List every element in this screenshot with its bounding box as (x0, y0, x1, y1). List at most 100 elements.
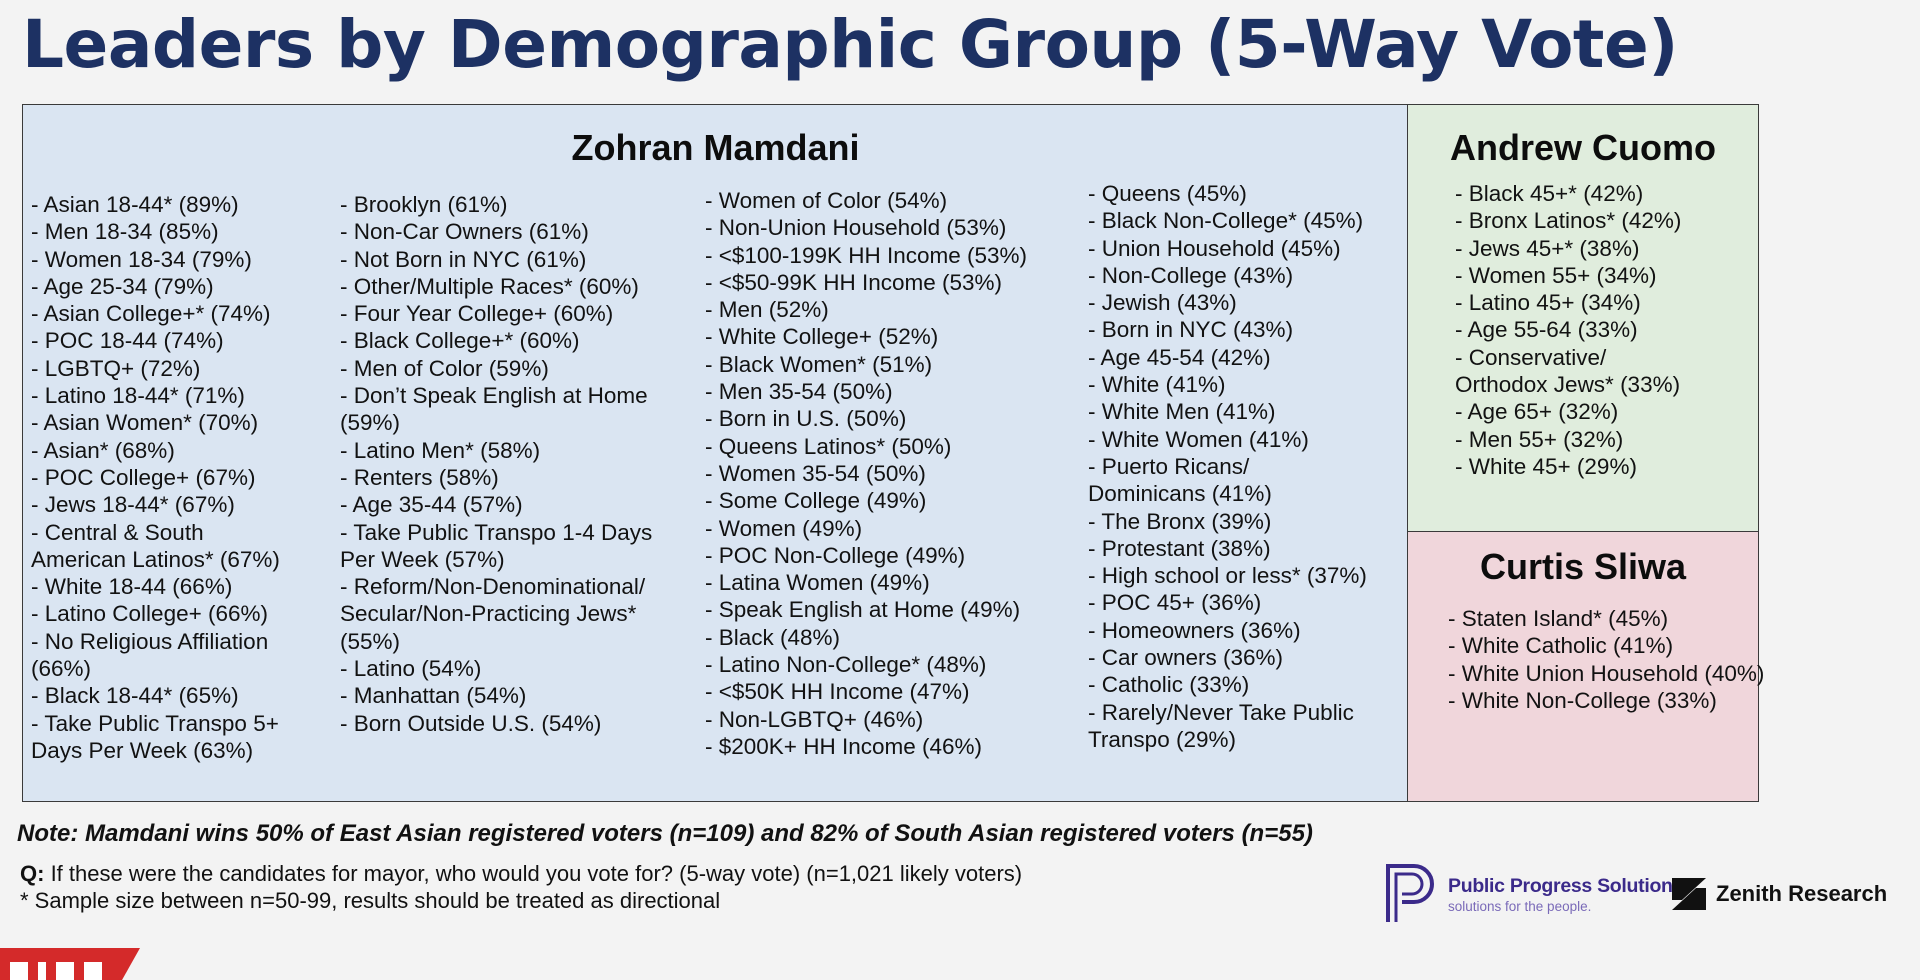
page-title: Leaders by Demographic Group (5-Way Vote… (22, 6, 1678, 83)
demographic-item: - <$100-199K HH Income (53%) (705, 242, 1028, 268)
demographic-item: - Rarely/Never Take Public Transpo (29%) (1088, 699, 1354, 752)
demographic-item: - White 18-44 (66%) (31, 574, 233, 600)
demographic-item: - Black Non-College* (45%) (1088, 208, 1364, 234)
question-text: Q: If these were the candidates for mayo… (20, 860, 1022, 888)
pps-tagline: solutions for the people. (1448, 898, 1592, 914)
demographic-item: - Non-College (43%) (1088, 262, 1294, 288)
demographic-item: - Black 18-44* (65%) (31, 683, 239, 709)
demographic-item: - Jews 18-44* (67%) (31, 492, 235, 518)
demographic-item: - Men 18-34 (85%) (31, 219, 219, 245)
demographic-item: - LGBTQ+ (72%) (31, 355, 201, 381)
demographic-item: - Black 45+* (42%) (1455, 181, 1644, 206)
demographic-item: - Asian College+* (74%) (31, 301, 271, 327)
demographic-item: - Women of Color (54%) (705, 188, 948, 213)
demographic-item: - Asian* (68%) (31, 437, 175, 463)
demographic-item: - Queens Latinos* (50%) (705, 433, 952, 459)
demographic-item: - Women 55+ (34%) (1455, 262, 1657, 288)
demographic-item: - POC 18-44 (74%) (31, 328, 224, 354)
demographic-item: - Age 35-44 (57%) (340, 492, 523, 518)
demographic-item: - Other/Multiple Races* (60%) (340, 273, 639, 299)
demographic-item: - White (41%) (1088, 372, 1226, 398)
demographic-item: - Women (49%) (705, 515, 863, 541)
demographic-item: - Queens (45%) (1088, 181, 1247, 206)
sliwa-panel: Curtis Sliwa - Staten Island* (45%) - Whi… (1407, 531, 1764, 802)
question-body: If these were the candidates for mayor, … (44, 861, 1023, 886)
demographic-item: - POC College+ (67%) (31, 464, 256, 490)
demographic-item: - Catholic (33%) (1088, 672, 1250, 698)
demographic-item: - Men of Color (59%) (340, 355, 549, 381)
mamdani-column-2: - Brooklyn (61%) - Non-Car Owners (61%) - … (340, 191, 652, 737)
demographic-item: - Jews 45+* (38%) (1455, 235, 1640, 261)
demographic-item: - Latino Non-College* (48%) (705, 652, 987, 678)
question-label: Q: (20, 861, 45, 886)
demographic-item: - Age 65+ (32%) (1455, 399, 1619, 425)
pps-name: Public Progress Solutions (1448, 874, 1684, 897)
note-text: Note: Mamdani wins 50% of East Asian reg… (17, 820, 1313, 847)
demographic-item: - Homeowners (36%) (1088, 617, 1301, 643)
cuomo-heading: Andrew Cuomo (1450, 127, 1716, 168)
demographic-item: - Latino College+ (66%) (31, 601, 269, 627)
demographic-item: - Black College+* (60%) (340, 328, 580, 354)
demographic-item: - Puerto Ricans/Dominicans (41%) (1088, 453, 1272, 507)
sliwa-list: - Staten Island* (45%) - White Catholic (… (1448, 605, 1764, 714)
demographic-item: - Latina Women (49%) (705, 570, 930, 596)
zenith-name: Zenith Research (1716, 881, 1888, 906)
demographic-item: - White College+ (52%) (705, 324, 939, 350)
footnote-text: * Sample size between n=50-99, results s… (20, 888, 721, 913)
demographic-item: - Protestant (38%) (1088, 535, 1271, 561)
demographic-item: - Non-Union Household (53%) (705, 215, 1007, 241)
demographic-item: - Born in U.S. (50%) (705, 406, 907, 432)
public-progress-solutions-logo: Public Progress Solutions solutions for … (1384, 862, 1684, 926)
demographic-item: - $200K+ HH Income (46%) (705, 733, 982, 759)
demographic-item: - Latino 18-44* (71%) (31, 383, 245, 409)
mamdani-panel: Zohran Mamdani - Asian 18-44* (89%) - Men… (22, 104, 1409, 802)
demographic-item: - Bronx Latinos* (42%) (1455, 208, 1682, 234)
demographic-item: - Latino Men* (58%) (340, 437, 541, 463)
demographic-item: - Some College (49%) (705, 488, 927, 514)
demographic-item: - Take Public Transpo 1-4 Days Per Week (… (340, 519, 653, 572)
demographic-item: - White Men (41%) (1088, 399, 1276, 425)
demographic-item: - White Union Household (40%) (1448, 660, 1765, 686)
demographic-item: - Take Public Transpo 5+ Days Per Week (6… (31, 710, 279, 763)
demographic-item: - <$50-99K HH Income (53%) (705, 269, 1003, 295)
demographic-item: - Speak English at Home (49%) (705, 597, 1021, 623)
mamdani-column-1: - Asian 18-44* (89%) - Men 18-34 (85%) - W… (31, 191, 280, 764)
demographic-item: - Jewish (43%) (1088, 290, 1237, 316)
demographic-item: - Staten Island* (45%) (1448, 606, 1669, 631)
demographic-item: - White 45+ (29%) (1455, 453, 1637, 479)
demographic-item: - Born Outside U.S. (54%) (340, 710, 602, 736)
cuomo-list: - Black 45+* (42%) - Bronx Latinos* (42%)… (1455, 180, 1681, 480)
zenith-logo-icon (1672, 878, 1706, 910)
demographic-item: - POC 45+ (36%) (1088, 590, 1262, 616)
demographic-item: - POC Non-College (49%) (705, 542, 966, 568)
demographic-item: - Non-LGBTQ+ (46%) (705, 706, 924, 732)
demographic-item: - White Catholic (41%) (1448, 633, 1674, 659)
demographic-item: - Car owners (36%) (1088, 645, 1284, 671)
demographic-item: - Not Born in NYC (61%) (340, 246, 587, 272)
demographic-item: - High school or less* (37%) (1088, 563, 1367, 589)
mamdani-column-3: - Women of Color (54%) - Non-Union Househ… (705, 187, 1027, 760)
demographic-item: - Black (48%) (705, 624, 841, 650)
demographic-item: - White Non-College (33%) (1448, 687, 1717, 713)
demographic-item: - No Religious Affiliation (66%) (31, 628, 269, 682)
mamdani-column-4: - Queens (45%) - Black Non-College* (45%)… (1088, 180, 1367, 753)
demographic-item: - Central & South American Latinos* (67%) (31, 519, 280, 572)
demographic-item: - Black Women* (51%) (705, 351, 933, 377)
demographic-item: - Women 35-54 (50%) (705, 460, 926, 486)
demographic-item: - Brooklyn (61%) (340, 192, 508, 217)
demographic-item: - Born in NYC (43%) (1088, 317, 1294, 343)
demographic-item: - White Women (41%) (1088, 426, 1309, 452)
demographic-item: - Non-Car Owners (61%) (340, 219, 589, 245)
demographic-item: - Latino (54%) (340, 656, 482, 682)
demographic-item: - Don’t Speak English at Home (59%) (340, 383, 648, 436)
pps-logo-icon (1386, 864, 1434, 922)
demographic-item: - Age 55-64 (33%) (1455, 317, 1638, 343)
demographic-item: - Manhattan (54%) (340, 683, 527, 709)
corner-banner-graphic (0, 948, 140, 980)
demographic-item: - Age 25-34 (79%) (31, 273, 214, 299)
demographic-item: - Men 55+ (32%) (1455, 426, 1624, 452)
demographic-item: - The Bronx (39%) (1088, 508, 1272, 534)
cuomo-panel: Andrew Cuomo - Black 45+* (42%) - Bronx L… (1407, 104, 1759, 533)
demographic-item: - Asian 18-44* (89%) (31, 192, 239, 217)
demographic-item: - Latino 45+ (34%) (1455, 290, 1641, 316)
